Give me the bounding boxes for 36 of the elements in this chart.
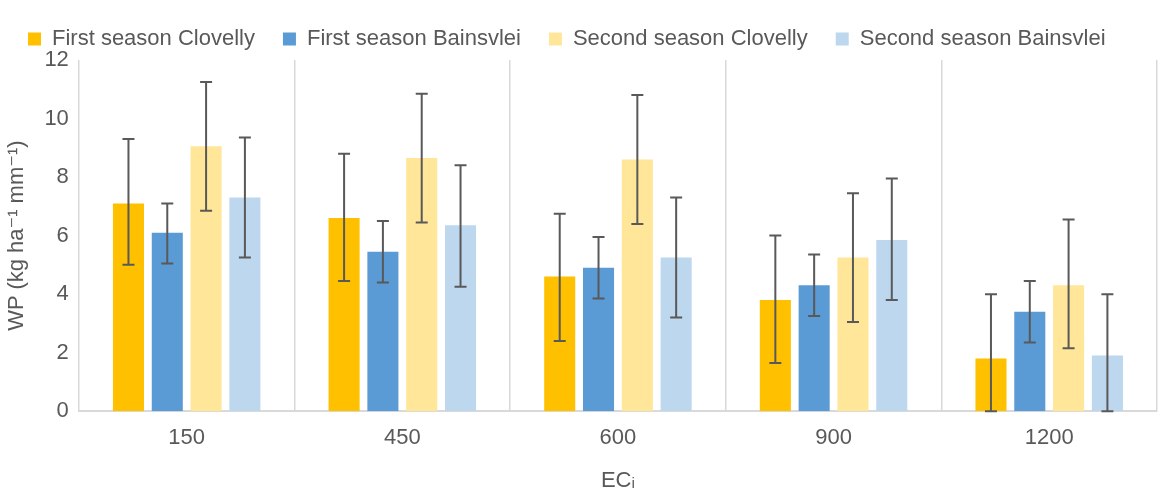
y-tick-label: 4 xyxy=(56,280,69,306)
y-axis-title: WP (kg ha⁻¹ mm⁻¹) xyxy=(3,140,29,331)
y-tick-label: 2 xyxy=(56,338,69,364)
bar xyxy=(406,158,438,412)
bar xyxy=(660,257,692,412)
bar xyxy=(367,251,399,412)
bar xyxy=(445,225,477,412)
y-tick-label: 6 xyxy=(56,221,69,247)
bar xyxy=(112,203,144,412)
x-tick-label: 1200 xyxy=(1024,424,1074,450)
bar xyxy=(1014,311,1046,412)
legend-label: Second season Bainsvlei xyxy=(859,25,1106,51)
bar xyxy=(328,218,360,412)
bar xyxy=(837,257,869,412)
bar xyxy=(621,159,653,412)
y-tick-label: 8 xyxy=(56,163,69,189)
bar xyxy=(583,267,615,412)
bar xyxy=(1091,355,1123,412)
legend-label: First season Bainsvlei xyxy=(306,25,521,51)
x-tick-label: 450 xyxy=(383,424,421,450)
bar xyxy=(151,232,183,412)
bar xyxy=(798,285,830,412)
x-axis-title: ECᵢ xyxy=(600,466,635,492)
bar xyxy=(1053,285,1085,412)
bar xyxy=(229,197,261,412)
bar xyxy=(190,146,222,412)
x-tick-label: 900 xyxy=(815,424,852,450)
y-tick-label: 0 xyxy=(56,397,69,423)
y-tick-label: 10 xyxy=(44,104,69,130)
x-tick-label: 600 xyxy=(599,424,637,450)
legend-label: Second season Clovelly xyxy=(572,25,808,51)
x-tick-label: 150 xyxy=(168,424,206,450)
bar xyxy=(876,239,908,412)
bar xyxy=(544,276,576,412)
bar xyxy=(975,358,1007,412)
bar xyxy=(759,299,791,412)
